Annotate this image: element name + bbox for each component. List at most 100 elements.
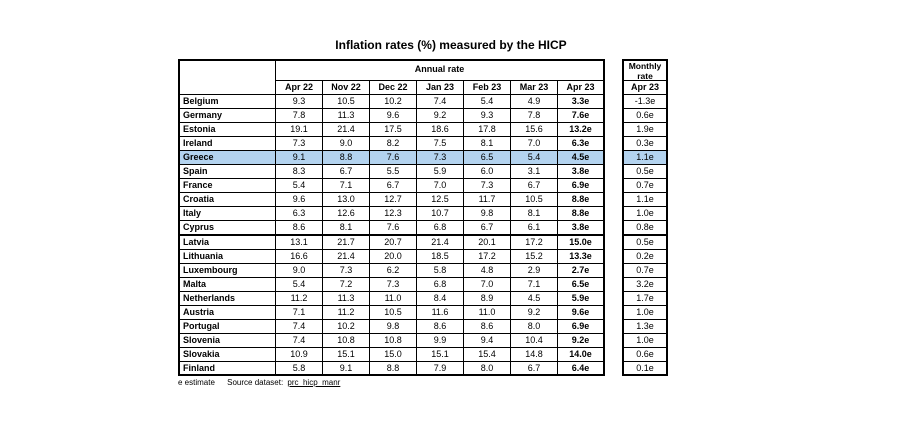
monthly-value: 1.1e [622, 150, 668, 166]
value: 2.9 [510, 262, 558, 278]
monthly-header: Monthly rate [622, 59, 668, 81]
value: 10.7 [416, 206, 464, 222]
monthly-value: 0.2e [622, 248, 668, 264]
column-header: Jan 23 [416, 80, 464, 95]
title: Inflation rates (%) measured by the HICP [335, 38, 567, 52]
value: 7.6 [369, 150, 417, 166]
value: 17.8 [463, 122, 511, 138]
value: 7.1 [322, 178, 370, 194]
value: 5.4 [275, 178, 323, 194]
value: 9.2 [510, 304, 558, 320]
value: 11.7 [463, 192, 511, 208]
value: 8.2 [369, 136, 417, 152]
value: 15.0 [369, 346, 417, 362]
value: 18.5 [416, 248, 464, 264]
value: 10.2 [369, 94, 417, 110]
value: 8.4 [416, 290, 464, 306]
value: 11.0 [369, 290, 417, 306]
country: Belgium [178, 94, 276, 110]
monthly-value: 0.5e [622, 234, 668, 250]
value: 9.8 [463, 206, 511, 222]
corner [178, 59, 276, 95]
value: 5.8 [416, 262, 464, 278]
column-header: Apr 22 [275, 80, 323, 95]
value: 21.7 [322, 234, 370, 250]
value: 11.3 [322, 290, 370, 306]
value: 11.0 [463, 304, 511, 320]
monthly-value: 0.7e [622, 262, 668, 278]
value: 15.6 [510, 122, 558, 138]
value: 7.4 [275, 332, 323, 348]
group-header: Annual rate [275, 59, 605, 81]
value: 8.0 [510, 318, 558, 334]
value: 21.4 [322, 248, 370, 264]
value: 8.6 [275, 220, 323, 236]
value: 8.9 [463, 290, 511, 306]
value: 7.3 [369, 276, 417, 292]
value: 9.2 [416, 108, 464, 124]
value: 7.1 [275, 304, 323, 320]
source-label: Source dataset: [227, 378, 284, 387]
value: 3.8e [557, 220, 605, 236]
value: 6.9e [557, 318, 605, 334]
value: 6.1 [510, 220, 558, 236]
column-header: Apr 23 [557, 80, 605, 95]
country: Estonia [178, 122, 276, 138]
value: 4.8 [463, 262, 511, 278]
country: Finland [178, 360, 276, 376]
value: 6.4e [557, 360, 605, 376]
value: 6.3e [557, 136, 605, 152]
monthly-value: 0.6e [622, 108, 668, 124]
value: 7.3 [322, 262, 370, 278]
value: 11.2 [275, 290, 323, 306]
value: 3.1 [510, 164, 558, 180]
value: 14.8 [510, 346, 558, 362]
value: 7.5 [416, 136, 464, 152]
value: 3.8e [557, 164, 605, 180]
value: 10.4 [510, 332, 558, 348]
country: Germany [178, 108, 276, 124]
value: 7.2 [322, 276, 370, 292]
value: 20.7 [369, 234, 417, 250]
value: 9.8 [369, 318, 417, 334]
value: 8.8e [557, 192, 605, 208]
monthly-value: 1.3e [622, 318, 668, 334]
value: 13.2e [557, 122, 605, 138]
value: 6.8 [416, 276, 464, 292]
value: 8.1 [510, 206, 558, 222]
value: 9.1 [275, 150, 323, 166]
value: 12.3 [369, 206, 417, 222]
source-link[interactable]: prc_hicp_manr [287, 378, 341, 387]
value: 9.0 [322, 136, 370, 152]
value: 7.9 [416, 360, 464, 376]
monthly-value: 0.6e [622, 346, 668, 362]
value: 6.0 [463, 164, 511, 180]
value: 8.3 [275, 164, 323, 180]
column-header: Nov 22 [322, 80, 370, 95]
value: 9.2e [557, 332, 605, 348]
value: 6.8 [416, 220, 464, 236]
value: 6.7 [510, 178, 558, 194]
value: 6.7 [369, 178, 417, 194]
monthly-value: 1.1e [622, 192, 668, 208]
country: Croatia [178, 192, 276, 208]
country: Malta [178, 276, 276, 292]
value: 8.8e [557, 206, 605, 222]
value: 9.9 [416, 332, 464, 348]
value: 10.9 [275, 346, 323, 362]
value: 6.7 [463, 220, 511, 236]
value: 9.3 [275, 94, 323, 110]
value: 6.2 [369, 262, 417, 278]
value: 9.4 [463, 332, 511, 348]
country: Ireland [178, 136, 276, 152]
monthly-value: -1.3e [622, 94, 668, 110]
value: 11.2 [322, 304, 370, 320]
value: 7.0 [416, 178, 464, 194]
value: 7.6 [369, 220, 417, 236]
value: 15.0e [557, 234, 605, 250]
monthly-value: 0.1e [622, 360, 668, 376]
country: Slovenia [178, 332, 276, 348]
value: 8.8 [369, 360, 417, 376]
value: 14.0e [557, 346, 605, 362]
column-header: Mar 23 [510, 80, 558, 95]
